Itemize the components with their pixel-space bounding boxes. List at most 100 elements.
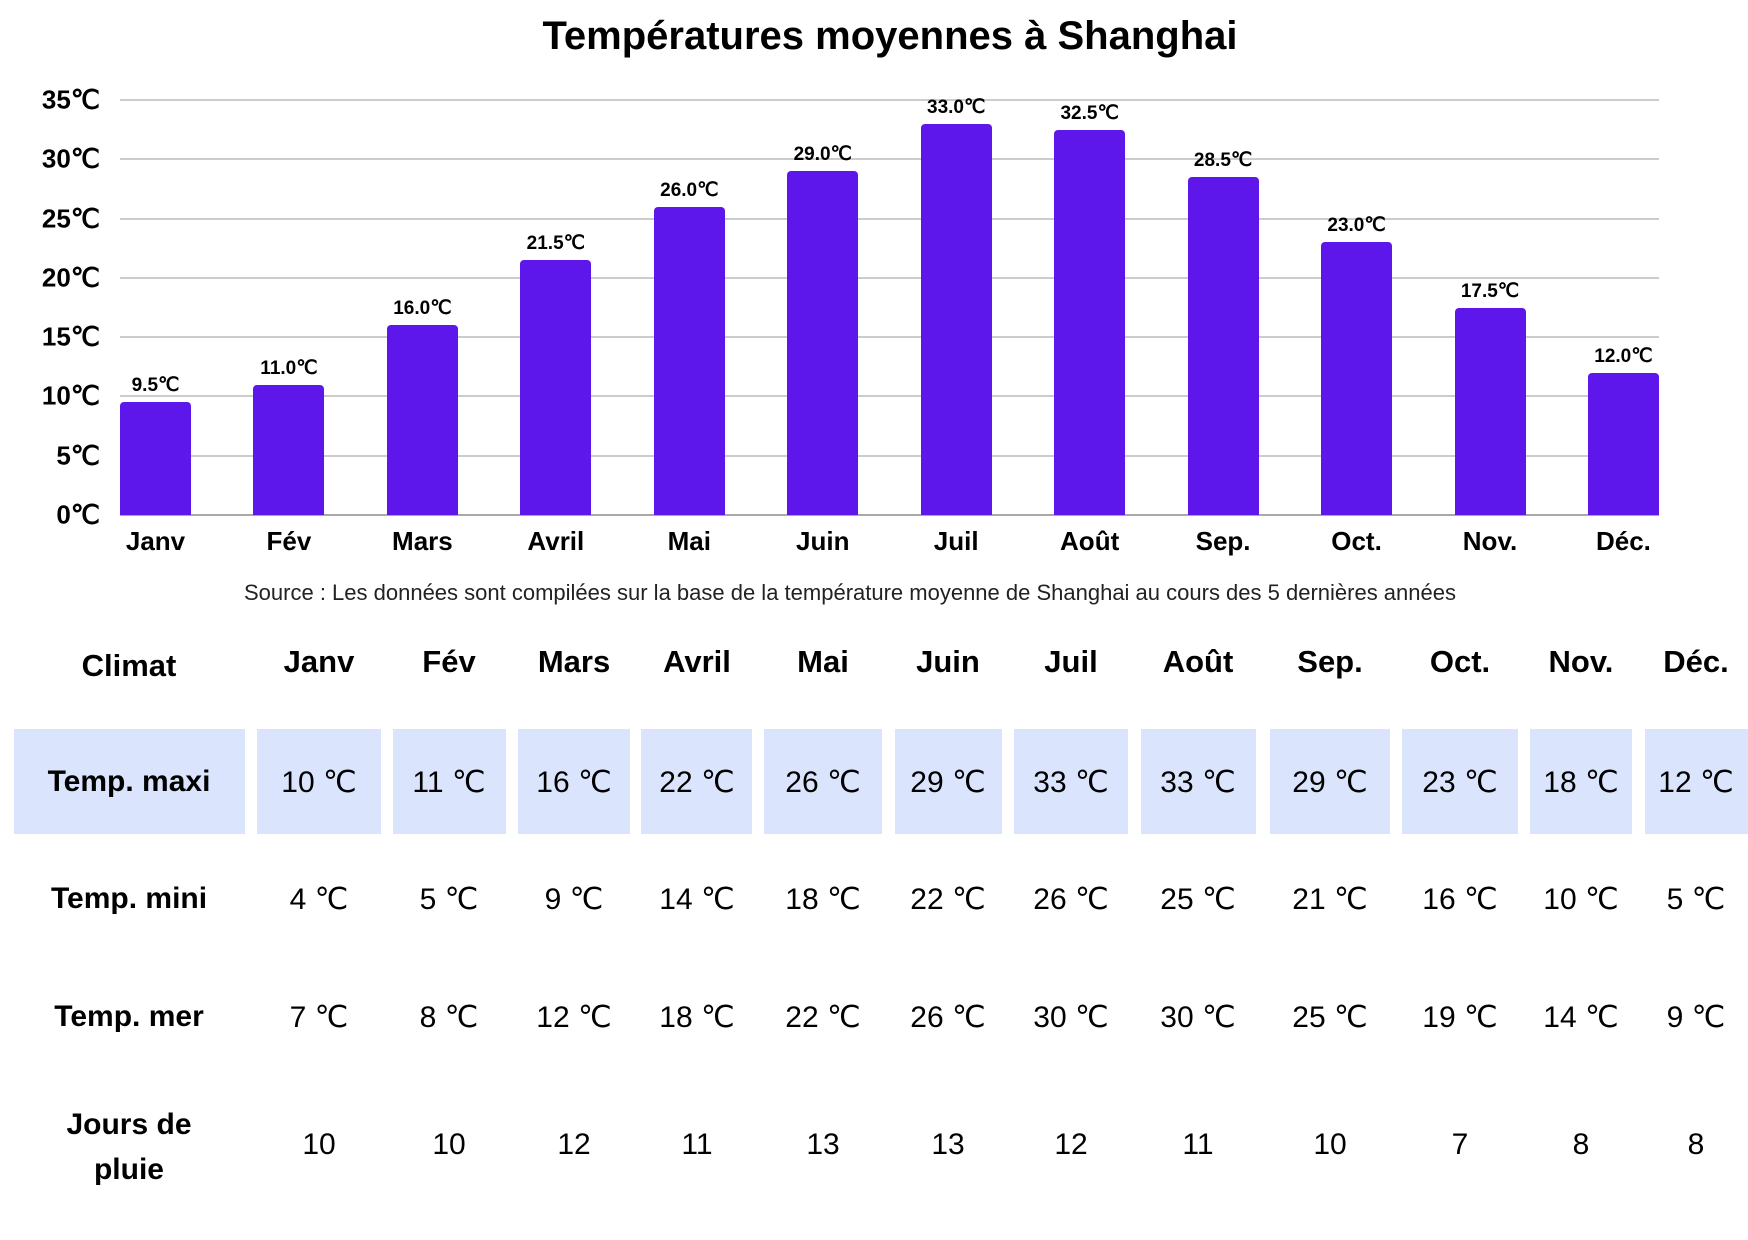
x-tick-label: Déc.	[1595, 526, 1651, 556]
table-cell: 11	[681, 1128, 713, 1161]
data-label: 28.5℃	[1193, 150, 1253, 172]
chart-title: Températures moyennes à Shanghai	[542, 14, 1238, 58]
gridline	[120, 514, 1659, 516]
bar	[1054, 129, 1126, 515]
row-highlight	[764, 729, 882, 834]
table-cell: 14 ℃	[659, 883, 735, 916]
table-cell: 12 ℃	[1658, 766, 1734, 799]
bar	[787, 171, 859, 515]
x-tick-label: Oct.	[1331, 526, 1382, 556]
table-cell: 18 ℃	[785, 883, 861, 916]
x-tick-label: Janv	[125, 526, 186, 556]
data-label: 23.0℃	[1327, 215, 1386, 237]
table-header-month: Oct.	[1429, 644, 1491, 679]
row-label: Temp. mini	[50, 882, 208, 915]
row-highlight	[1402, 729, 1518, 834]
row-highlight	[1014, 729, 1128, 834]
row-highlight	[518, 729, 630, 834]
row-highlight	[393, 729, 506, 834]
table-header-month: Août	[1162, 644, 1234, 679]
gridline	[120, 454, 1659, 457]
table-cell: 29 ℃	[1292, 766, 1368, 799]
bar	[1454, 307, 1526, 515]
table-cell: 26 ℃	[910, 1001, 986, 1034]
table-cell: 10	[302, 1128, 336, 1161]
row-highlight	[641, 729, 752, 834]
gridline	[120, 336, 1659, 339]
data-label: 9.5℃	[131, 375, 180, 397]
table-cell: 13	[931, 1128, 965, 1161]
bar	[653, 206, 725, 515]
x-tick-label: Août	[1060, 526, 1120, 556]
row-highlight	[1530, 729, 1632, 834]
table-cell: 4 ℃	[289, 883, 349, 916]
x-tick-label: Fév	[266, 526, 312, 556]
table-cell: 10	[1313, 1128, 1347, 1161]
table-header-climat: Climat	[81, 648, 177, 683]
table-header-month: Janv	[283, 644, 355, 679]
row-highlight	[257, 729, 381, 834]
table-header-month: Mars	[537, 644, 611, 679]
table-cell: 23 ℃	[1422, 766, 1498, 799]
row-highlight	[14, 729, 245, 834]
table-cell: 29 ℃	[910, 766, 986, 799]
table-cell: 22 ℃	[910, 883, 986, 916]
gridline	[120, 217, 1659, 220]
y-tick-label: 15℃	[41, 321, 100, 352]
table-cell: 22 ℃	[785, 1001, 861, 1034]
y-tick-label: 20℃	[41, 262, 100, 293]
table-cell: 11 ℃	[412, 766, 486, 799]
bar	[1187, 177, 1259, 515]
table-cell: 30 ℃	[1160, 1001, 1236, 1034]
data-label: 32.5℃	[1060, 102, 1119, 124]
row-highlight	[1141, 729, 1256, 834]
y-tick-label: 5℃	[56, 440, 100, 471]
row-highlight	[1645, 729, 1748, 834]
row-label: Temp. mer	[54, 1000, 204, 1033]
table-cell: 25 ℃	[1160, 883, 1236, 916]
bar	[120, 402, 191, 515]
gridline	[120, 276, 1659, 279]
data-label: 21.5℃	[526, 233, 585, 255]
table-header-month: Sep.	[1297, 644, 1363, 679]
table-header-month: Déc.	[1663, 644, 1729, 679]
table-cell: 21 ℃	[1292, 883, 1368, 916]
data-label: 29.0℃	[793, 144, 852, 166]
bar	[1321, 242, 1393, 515]
table-header-month: Nov.	[1548, 644, 1614, 679]
row-highlight	[1270, 729, 1390, 834]
table-cell: 10 ℃	[1543, 883, 1619, 916]
table-cell: 5 ℃	[419, 883, 479, 916]
table-cell: 12	[1054, 1128, 1088, 1161]
table-cell: 19 ℃	[1422, 1001, 1498, 1034]
table-cell: 5 ℃	[1666, 883, 1726, 916]
bar	[1587, 372, 1659, 515]
row-highlight	[895, 729, 1002, 834]
data-label: 12.0℃	[1594, 345, 1653, 367]
table-header-month: Avril	[663, 644, 731, 679]
table-cell: 9 ℃	[544, 883, 604, 916]
gridline	[120, 158, 1659, 161]
gridline	[120, 395, 1659, 398]
table-cell: 16 ℃	[1422, 883, 1498, 916]
bar	[920, 123, 992, 515]
table-cell: 33 ℃	[1033, 766, 1109, 799]
table-cell: 26 ℃	[1033, 883, 1109, 916]
table-cell: 9 ℃	[1666, 1001, 1726, 1034]
table-cell: 10 ℃	[281, 766, 357, 799]
row-label: Temp. maxi	[47, 765, 211, 798]
row-label: Jours de pluie	[66, 1108, 192, 1186]
bar	[520, 260, 592, 515]
table-cell: 14 ℃	[1543, 1001, 1619, 1034]
y-tick-label: 25℃	[41, 203, 100, 234]
table-header-month: Juin	[916, 644, 980, 679]
y-tick-label: 35℃	[41, 84, 100, 115]
data-label: 16.0℃	[393, 298, 452, 320]
y-tick-label: 10℃	[41, 380, 100, 411]
table-cell: 10	[432, 1128, 466, 1161]
table-header-month: Juil	[1044, 644, 1098, 679]
x-tick-label: Mars	[392, 526, 453, 556]
data-label: 17.5℃	[1460, 280, 1520, 302]
bar	[386, 325, 458, 515]
table-cell: 13	[806, 1128, 840, 1161]
